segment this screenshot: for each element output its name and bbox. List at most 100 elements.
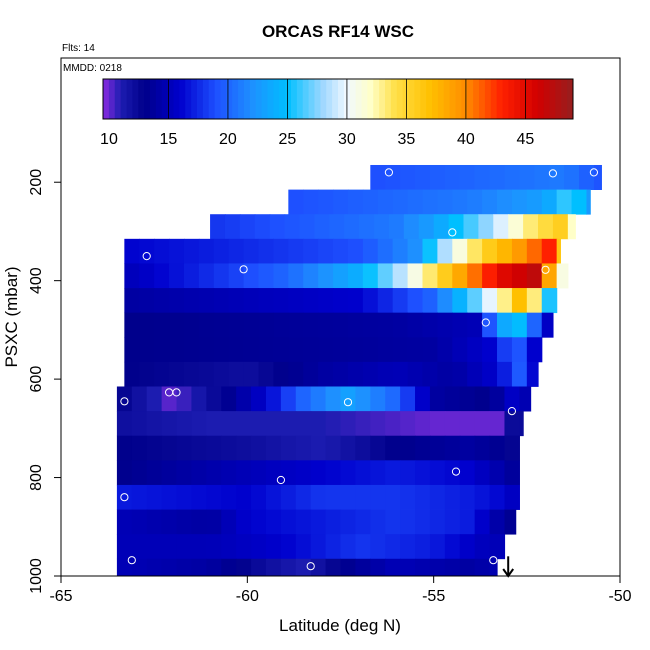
colorbar-segment	[349, 79, 357, 119]
colorbar-segment	[467, 79, 474, 119]
heatmap-cell	[429, 164, 446, 190]
heatmap-cell	[370, 460, 386, 486]
heatmap-cell	[444, 164, 461, 190]
heatmap-cell	[288, 337, 304, 363]
heatmap-cell	[526, 361, 539, 387]
colorbar-segment	[408, 79, 415, 119]
colorbar-segment	[526, 79, 533, 119]
heatmap-cell	[467, 361, 483, 387]
heatmap-cell	[295, 534, 312, 560]
heatmap-cell	[146, 484, 163, 510]
heatmap-cell	[206, 484, 222, 510]
heatmap-cell	[459, 164, 476, 190]
colorbar-segment	[220, 79, 227, 119]
heatmap-cell	[347, 189, 364, 215]
heatmap-cell	[474, 411, 491, 437]
heatmap-cell	[467, 312, 483, 338]
heatmap-cell	[482, 361, 498, 387]
heatmap-cell	[489, 386, 506, 412]
colorbar-segment	[261, 79, 269, 119]
colorbar-segment	[367, 79, 374, 119]
heatmap-cell	[407, 337, 424, 363]
heatmap-cell	[221, 509, 237, 535]
heatmap-cell	[213, 361, 230, 387]
heatmap-cell	[169, 361, 185, 387]
heatmap-cell	[310, 509, 327, 535]
heatmap-cell	[310, 386, 327, 412]
heatmap-cell	[154, 263, 170, 289]
heatmap-cell	[325, 460, 342, 486]
heatmap-cell	[415, 558, 431, 577]
heatmap-cell	[206, 509, 222, 535]
heatmap-cell	[534, 164, 550, 190]
heatmap-cell	[295, 386, 312, 412]
heatmap-cell	[228, 288, 245, 314]
heatmap-cell	[526, 312, 543, 338]
heatmap-cell	[415, 411, 431, 437]
heatmap-cell	[400, 484, 416, 510]
colorbar-segment	[114, 79, 122, 119]
colorbar-segment	[191, 79, 198, 119]
heatmap-cell	[377, 238, 394, 264]
heatmap-cell	[176, 435, 193, 461]
colorbar-segment	[144, 79, 151, 119]
observation-marker	[127, 556, 136, 565]
heatmap-cell	[392, 263, 409, 289]
heatmap-cell	[422, 361, 438, 387]
heatmap-cell	[251, 460, 267, 486]
heatmap-cell	[213, 288, 230, 314]
heatmap-cell	[459, 509, 476, 535]
colorbar-tick-label: 30	[338, 131, 356, 148]
heatmap-cell	[191, 509, 207, 535]
colorbar-segment	[202, 79, 210, 119]
heatmap-cell	[482, 238, 498, 264]
heatmap-cell	[429, 386, 446, 412]
heatmap-cell	[295, 435, 312, 461]
heatmap-cell	[377, 361, 394, 387]
heatmap-cell	[355, 411, 371, 437]
heatmap-cell	[459, 534, 476, 560]
heatmap-cell	[541, 288, 558, 314]
heatmap-cell	[251, 558, 267, 577]
colorbar-segment	[543, 79, 551, 119]
heatmap-cell	[407, 361, 424, 387]
heatmap-cell	[482, 288, 498, 314]
heatmap-cell	[318, 288, 334, 314]
heatmap-cell	[191, 460, 207, 486]
colorbar-ticks: 10 15 20 25 30 35 40 45	[100, 79, 534, 148]
heatmap-cell	[198, 288, 215, 314]
heatmap-cell	[273, 337, 289, 363]
heatmap-cell	[314, 214, 330, 240]
heatmap-cell	[526, 189, 543, 215]
heatmap-cell	[474, 164, 491, 190]
heatmap-cell	[474, 386, 491, 412]
heatmap-cell	[452, 238, 468, 264]
heatmap-cell	[183, 312, 200, 338]
heatmap-cell	[362, 263, 379, 289]
heatmap-cell	[325, 484, 342, 510]
heatmap-cell	[206, 435, 222, 461]
heatmap-cell	[489, 509, 506, 535]
colorbar-segment	[338, 79, 345, 119]
colorbar-segment	[567, 79, 574, 119]
heatmap-cell	[526, 337, 543, 363]
heatmap-cell	[154, 312, 170, 338]
heatmap-cell	[429, 460, 446, 486]
heatmap-cell	[146, 460, 163, 486]
heatmap-cell	[131, 386, 148, 412]
colorbar	[102, 78, 574, 120]
heatmap-cell	[385, 164, 401, 190]
heatmap-cell	[467, 337, 483, 363]
heatmap-cell	[213, 337, 230, 363]
heatmap-cell	[388, 214, 405, 240]
colorbar-segment	[120, 79, 127, 119]
heatmap-cell	[221, 386, 237, 412]
heatmap-cell	[437, 288, 453, 314]
heatmap-cell	[198, 337, 215, 363]
colorbar-segment	[402, 79, 409, 119]
heatmap-cell	[183, 288, 200, 314]
heatmap-cell	[116, 386, 133, 412]
heatmap-cell	[228, 312, 245, 338]
heatmap-cell	[310, 411, 327, 437]
colorbar-segment	[273, 79, 280, 119]
